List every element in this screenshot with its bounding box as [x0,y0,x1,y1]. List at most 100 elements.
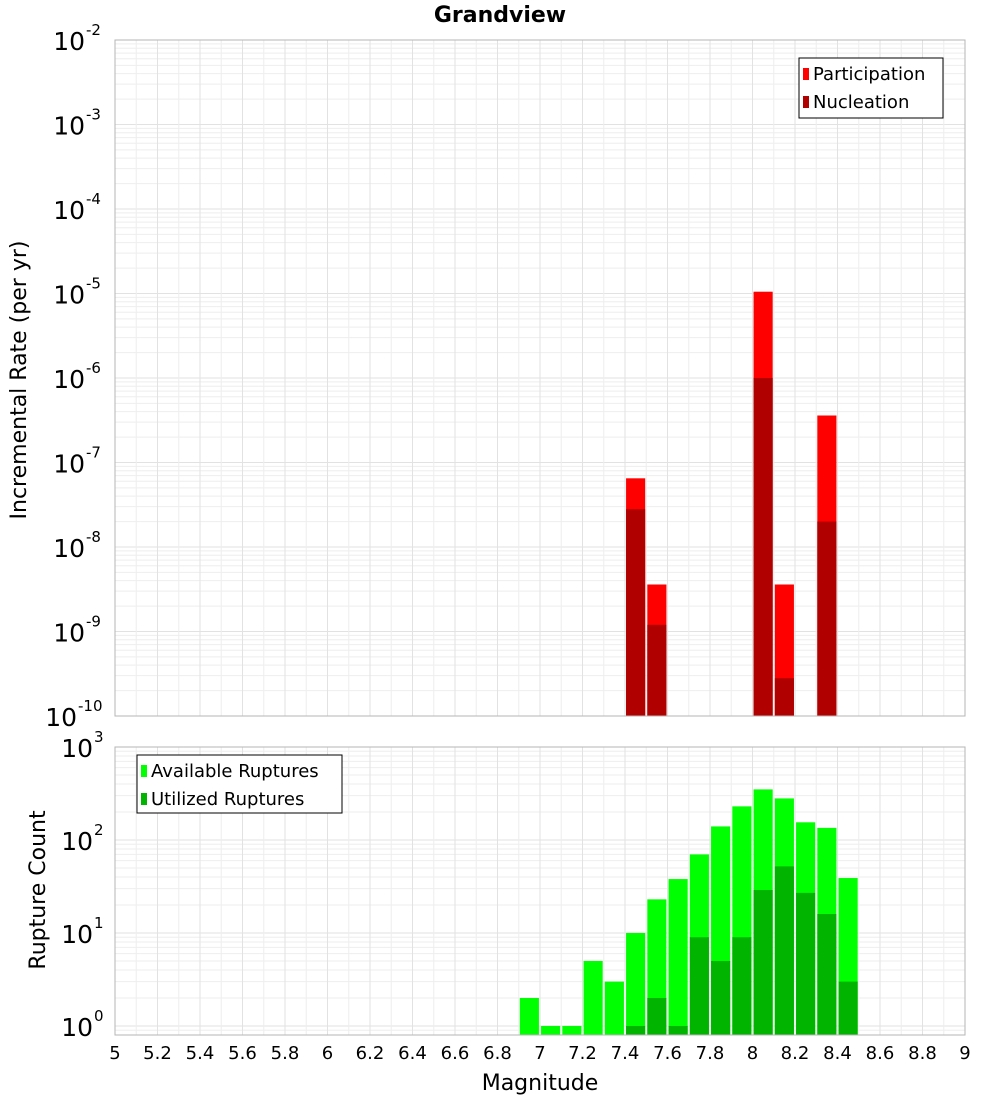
x-tick-label: 6 [322,1043,333,1064]
y-tick-label: 10 1 [61,914,103,949]
bar-nucleation [626,509,646,716]
x-tick-label: 6.6 [441,1043,470,1064]
svg-text:10: 10 [61,827,93,856]
rupture-count-plot: 10 010 110 210 35 5.2 5.4 5.6 5.8 6 6.2 6.4 6.6 6.8 7 7… [61,728,971,1064]
legend-label: Available Ruptures [151,761,319,782]
legend: Available Ruptures Utilized Ruptures [136,754,343,814]
x-tick-label: 6.8 [483,1043,512,1064]
y-tick-label: 10 -10 [45,697,102,732]
bar-utilized-ruptures [796,892,816,1035]
x-tick-label: 5 [109,1043,120,1064]
bar-utilized-ruptures [689,937,709,1035]
legend-swatch [803,96,809,108]
bar-nucleation [817,521,837,716]
svg-text:-3: -3 [86,106,101,124]
x-tick-label: 7.8 [696,1043,725,1064]
bar-nucleation [774,678,794,716]
bar-available-ruptures [541,1025,561,1035]
x-tick-label: 5.8 [271,1043,300,1064]
chart-title: Grandview [434,3,566,28]
x-tick-label: 8.8 [908,1043,937,1064]
bar-available-ruptures [583,960,603,1035]
bar-utilized-ruptures [668,1025,688,1035]
svg-text:-4: -4 [86,190,101,208]
x-tick-label: 9 [959,1043,970,1064]
y-tick-label: 10 -8 [53,528,101,563]
x-tick-label: 7.4 [611,1043,640,1064]
svg-text:10: 10 [53,619,85,648]
legend-label: Participation [813,64,925,85]
x-tick-label: 6.4 [398,1043,427,1064]
y-tick-label: 10 0 [61,1007,103,1042]
y-tick-label: 10 3 [61,728,103,763]
svg-text:10: 10 [53,450,85,479]
bar-available-ruptures [604,981,624,1035]
svg-text:10: 10 [61,734,93,763]
y-tick-label: 10 -4 [53,190,101,225]
legend-box [136,754,343,814]
svg-text:10: 10 [45,703,77,732]
svg-text:1: 1 [94,914,104,932]
x-tick-label: 7.6 [653,1043,682,1064]
bar-nucleation [647,624,667,716]
bar-utilized-ruptures [732,937,752,1035]
svg-text:10: 10 [53,534,85,563]
svg-text:3: 3 [94,728,104,746]
svg-text:10: 10 [53,196,85,225]
svg-text:0: 0 [94,1007,104,1025]
y-tick-label: 10 2 [61,821,103,856]
bar-utilized-ruptures [753,889,773,1035]
x-tick-label: 5.2 [143,1043,172,1064]
legend-label: Nucleation [813,92,909,113]
svg-text:-6: -6 [86,359,101,377]
bar-available-ruptures [668,879,688,1035]
y-tick-label: 10 -9 [53,613,101,648]
legend-swatch [803,68,809,80]
bar-utilized-ruptures [817,914,837,1035]
y-tick-label: 10 -2 [53,21,101,56]
legend-box [798,57,944,119]
svg-text:-7: -7 [86,444,101,462]
bar-nucleation [753,378,773,716]
svg-text:2: 2 [94,821,104,839]
x-tick-label: 7 [534,1043,545,1064]
x-tick-label: 7.2 [568,1043,597,1064]
svg-text:10: 10 [61,920,93,949]
bar-available-ruptures [519,997,539,1035]
svg-text:-10: -10 [78,697,103,715]
plot-border [114,39,966,717]
x-tick-label: 8 [747,1043,758,1064]
legend-swatch [141,765,147,777]
x-tick-label: 8.2 [781,1043,810,1064]
legend-swatch [141,793,147,805]
y-tick-label: 10 -5 [53,275,101,310]
bar-available-ruptures [562,1025,582,1035]
y-tick-label: 10 -3 [53,106,101,141]
x-tick-label: 8.6 [866,1043,895,1064]
x-tick-label: 5.4 [186,1043,215,1064]
svg-text:10: 10 [61,1013,93,1042]
y-tick-label: 10 -6 [53,359,101,394]
legend: Participation Nucleation [798,57,944,119]
svg-text:-5: -5 [86,275,101,293]
bar-utilized-ruptures [647,997,667,1035]
bar-utilized-ruptures [626,1025,646,1035]
svg-text:10: 10 [53,112,85,141]
bar-utilized-ruptures [774,866,794,1035]
svg-text:-8: -8 [86,528,101,546]
svg-text:10: 10 [53,27,85,56]
x-tick-label: 5.6 [228,1043,257,1064]
x-tick-label: 6.2 [356,1043,385,1064]
svg-text:10: 10 [53,365,85,394]
y-axis-label-rate: Incremental Rate (per yr) [7,241,32,520]
bar-utilized-ruptures [838,981,858,1035]
bar-utilized-ruptures [711,960,731,1035]
svg-text:-2: -2 [86,21,101,39]
bar-available-ruptures [626,932,646,1035]
x-axis-label: Magnitude [482,1071,599,1096]
y-axis-label-count: Rupture Count [26,810,51,970]
x-tick-label: 8.4 [823,1043,852,1064]
plot-border [114,746,966,1036]
